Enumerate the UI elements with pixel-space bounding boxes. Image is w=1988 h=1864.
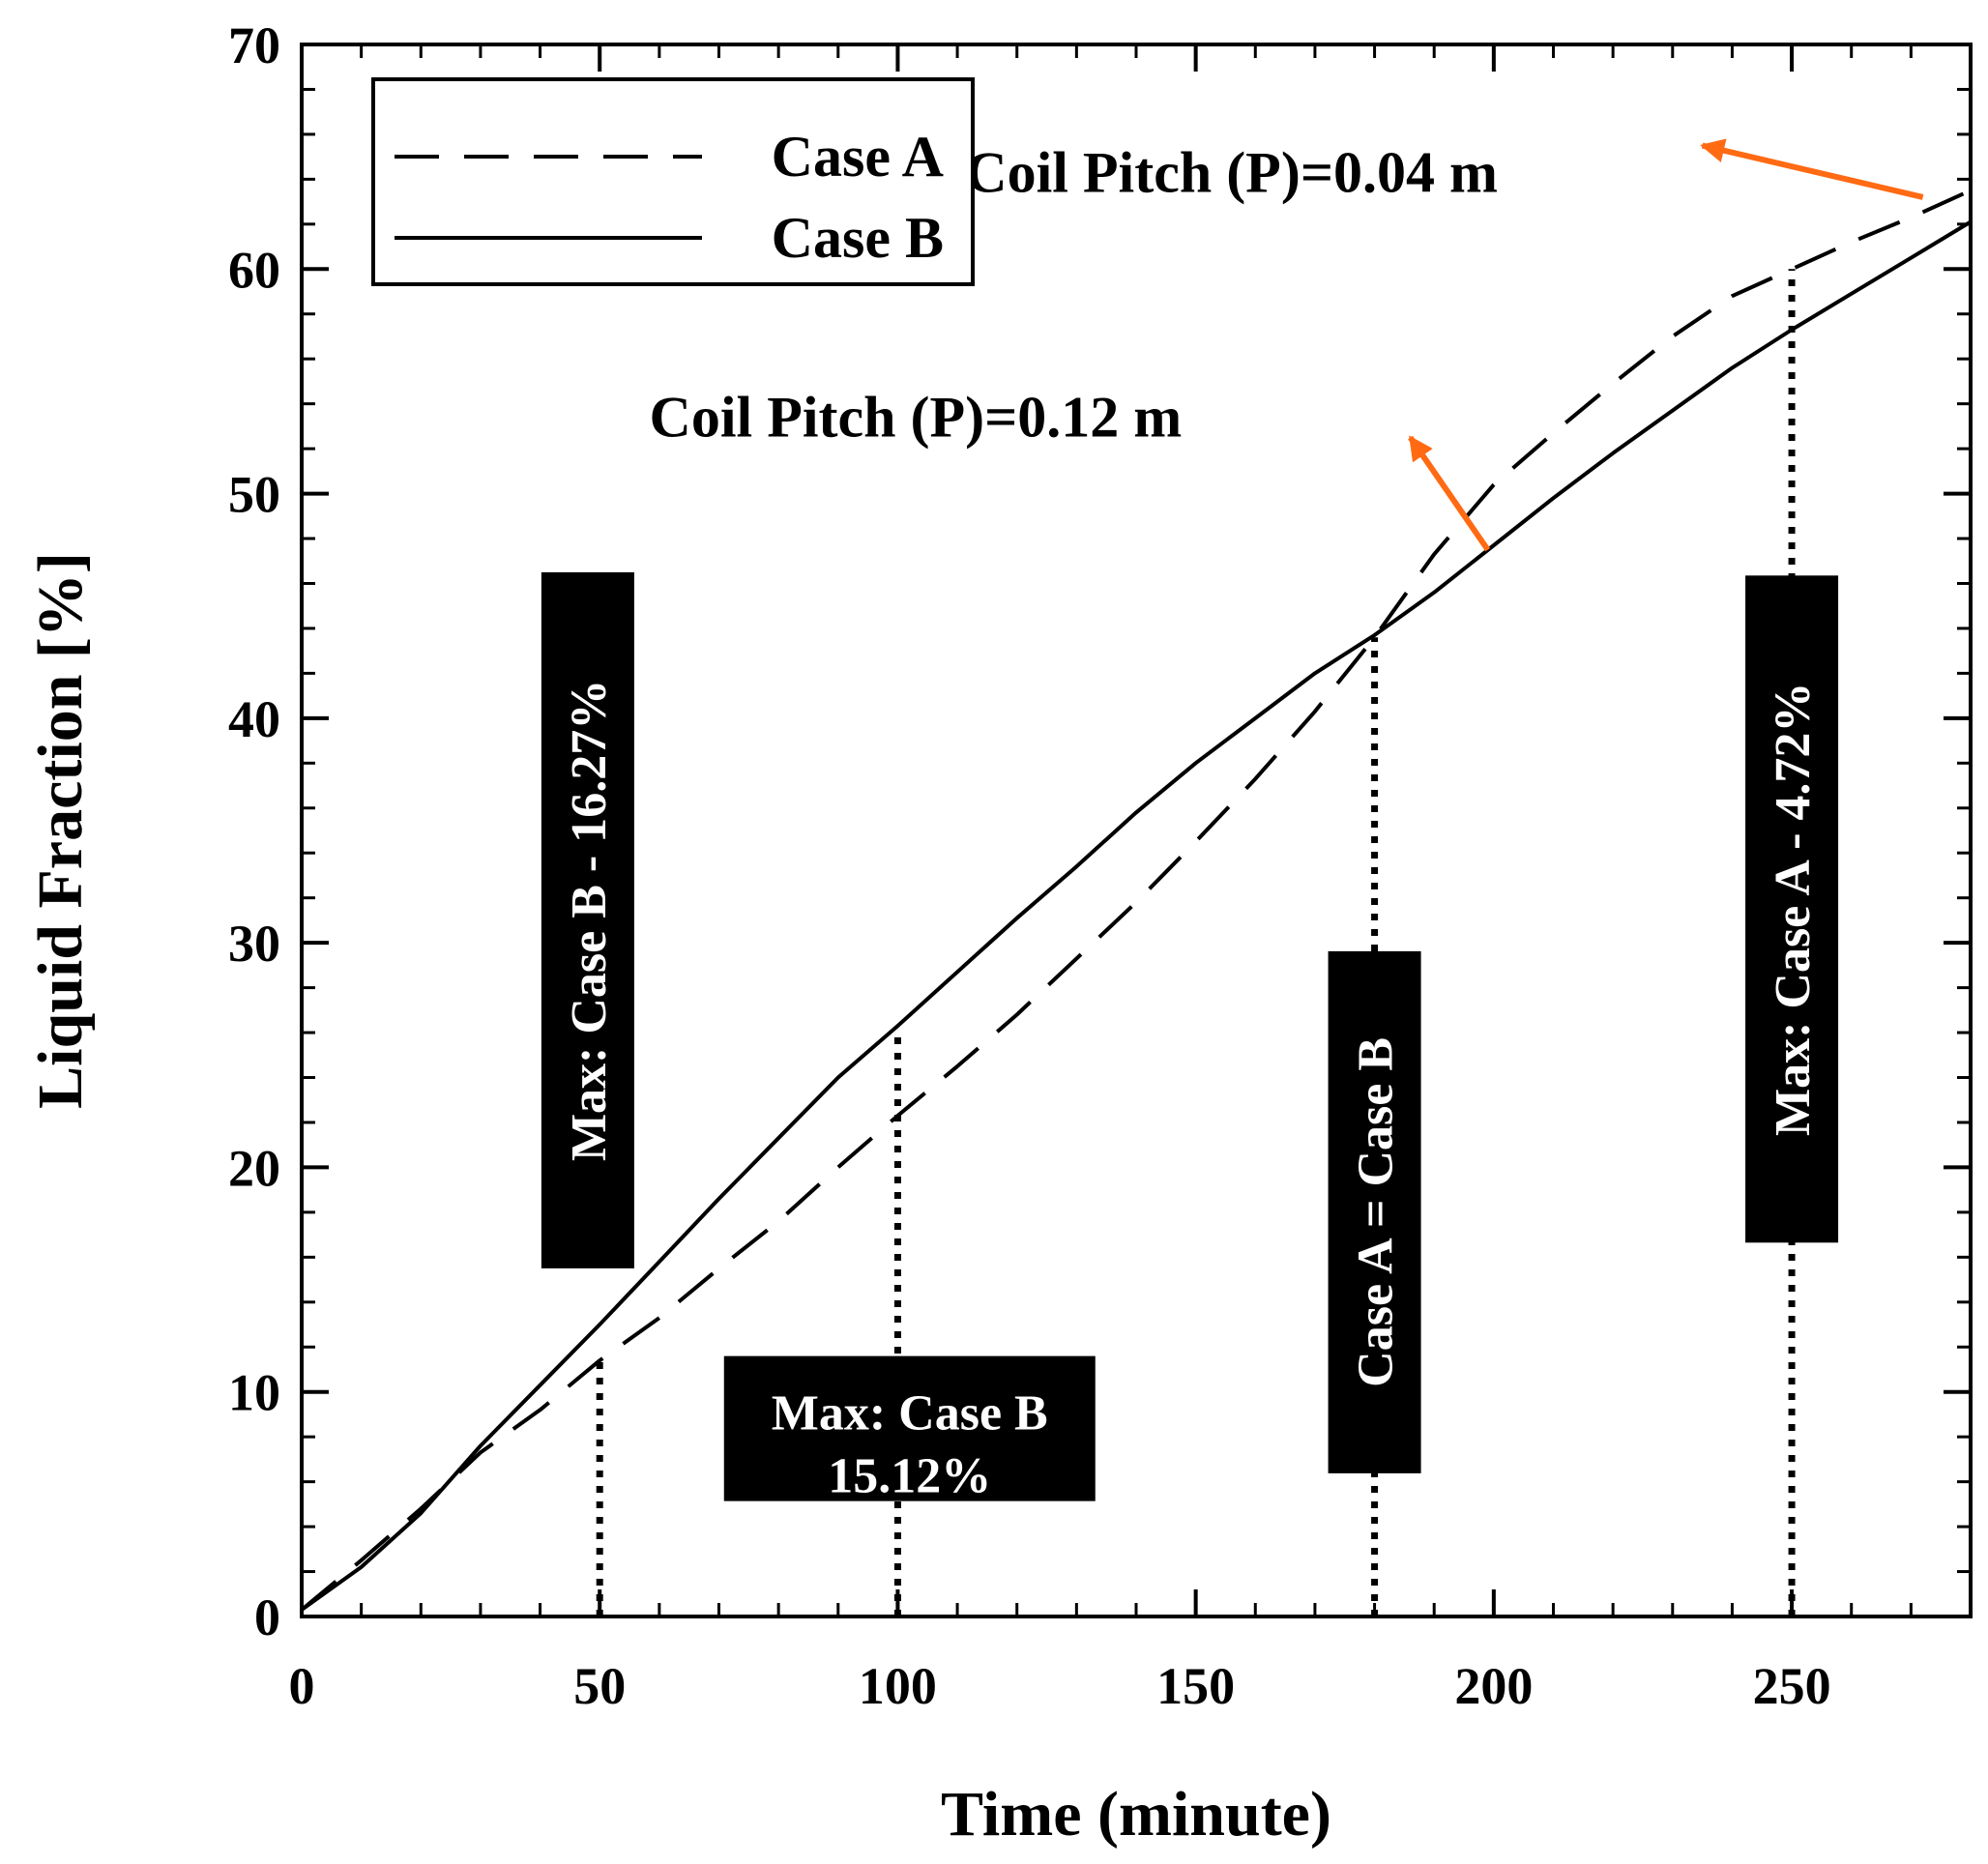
y-tick-label: 70 [228, 16, 280, 74]
legend-label-case-b: Case B [772, 206, 944, 270]
annotation-max-case-b-15-bg [723, 1355, 1096, 1501]
x-axis-title: Time (minute) [941, 1779, 1331, 1849]
y-tick-label: 40 [228, 690, 280, 748]
x-tick-label: 100 [859, 1657, 937, 1715]
annotation-max-case-b-16: Max: Case B - 16.27% [541, 571, 634, 1268]
x-tick-label: 250 [1753, 1657, 1831, 1715]
y-tick-label: 20 [228, 1139, 280, 1197]
x-tick-label: 50 [573, 1657, 626, 1715]
annotation-pitch-012-label: Coil Pitch (P)=0.12 m [650, 386, 1183, 450]
legend-label-case-a: Case A [772, 125, 944, 189]
x-tick-label: 0 [289, 1657, 315, 1715]
annotation-pitch-012-arrow [1408, 435, 1491, 552]
y-tick-label: 30 [228, 915, 280, 973]
x-tick-label: 150 [1156, 1657, 1235, 1715]
annotation-pitch-004-arrow [1700, 138, 1924, 200]
annotation-max-case-a-4: Max: Case A - 4.72% [1745, 575, 1839, 1243]
legend-box [371, 77, 975, 286]
y-tick-label: 60 [228, 241, 280, 299]
annotation-max-case-b-15-line2: 15.12% [828, 1449, 991, 1504]
y-tick-label: 0 [254, 1588, 280, 1646]
annotation-max-case-b-16-bg [541, 571, 634, 1268]
annotation-case-a-equals-case-b: Case A = Case B [1328, 950, 1421, 1473]
x-tick-label: 200 [1454, 1657, 1533, 1715]
y-axis-title: Liquid Fraction [%] [25, 552, 96, 1109]
annotation-max-case-a-4-bg [1745, 575, 1839, 1243]
annotation-max-case-a-4-text: Max: Case A - 4.72% [1766, 683, 1821, 1136]
series-case-b-line [300, 219, 1973, 1612]
y-tick-label: 10 [228, 1364, 280, 1422]
annotation-max-case-b-15-line1: Max: Case B [772, 1386, 1048, 1442]
annotation-max-case-b-15: Max: Case B 15.12% [723, 1355, 1096, 1504]
annotation-case-a-equals-case-b-text: Case A = Case B [1349, 1037, 1404, 1387]
y-tick-label: 50 [228, 466, 280, 524]
annotation-max-case-b-16-text: Max: Case B - 16.27% [562, 680, 617, 1161]
annotation-case-a-equals-case-b-bg [1328, 950, 1421, 1473]
series-case-a-line [300, 189, 1972, 1612]
annotation-pitch-004-label: Coil Pitch (P)=0.04 m [965, 140, 1498, 204]
